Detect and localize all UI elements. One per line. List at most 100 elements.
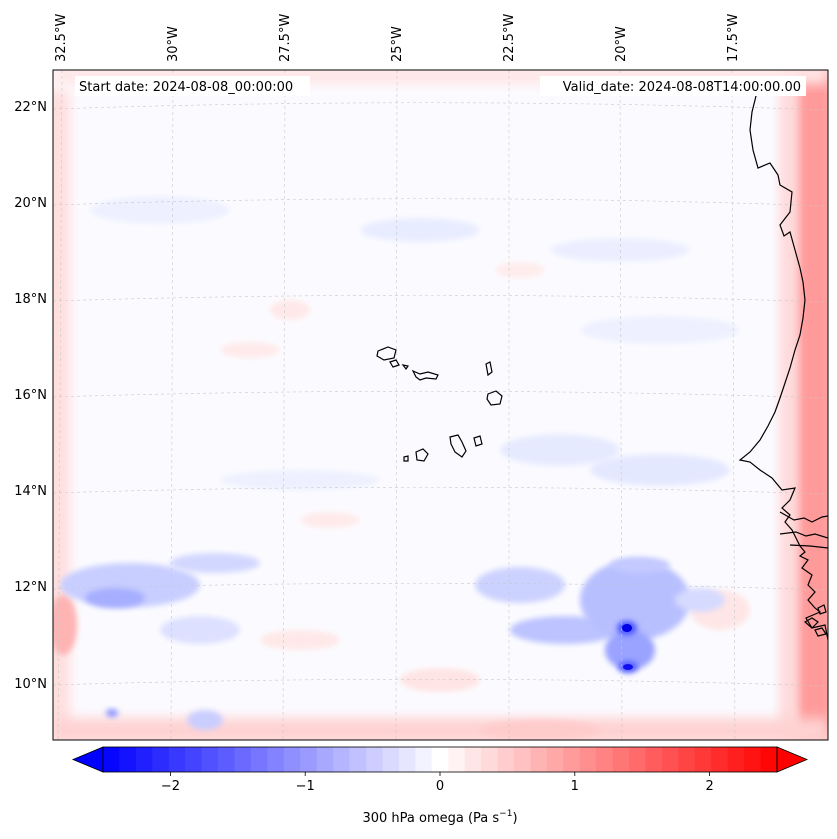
blue-patch	[500, 434, 620, 466]
start-date-box	[75, 76, 310, 96]
gridline-lat	[53, 390, 828, 399]
pink-patch	[300, 512, 360, 528]
convective-band	[187, 710, 223, 730]
lat-label: 18°N	[14, 292, 47, 307]
convective-band	[580, 560, 690, 640]
island-sao-vicente	[389, 359, 400, 368]
start-date-label: Start date: 2024-08-08_00:00:00	[79, 80, 293, 95]
lat-label: 22°N	[14, 100, 47, 115]
colorbar-extend-high	[776, 746, 809, 773]
blue-patch	[580, 316, 740, 344]
colorbar-segment	[497, 747, 515, 772]
colorbar-segment	[448, 747, 466, 772]
gridline-lon	[57, 70, 63, 740]
colorbar-segment	[711, 747, 729, 772]
colorbar-label: 300 hPa omega (Pa s−1)	[362, 809, 517, 826]
colorbar-segment	[645, 747, 663, 772]
colorbar-segment	[185, 747, 203, 772]
gridline-lat	[53, 486, 828, 495]
colorbar-tick-label: 1	[571, 779, 579, 794]
gridline-lat	[53, 102, 828, 111]
colorbar-segment	[744, 747, 762, 772]
convective-band	[475, 567, 565, 603]
convective-band	[610, 557, 670, 573]
colorbar-segment	[727, 747, 745, 772]
lon-label: 30°W	[166, 26, 181, 62]
colorbar: −2 −1 0 1 2 300 hPa omega (Pa s−1)	[71, 746, 809, 826]
lat-labels: 22°N 20°N 18°N 16°N 14°N 12°N 10°N	[14, 100, 47, 692]
map-frame	[52, 69, 829, 741]
island-sal	[485, 361, 493, 377]
colorbar-segment	[382, 747, 400, 772]
island-santa-luzia	[401, 364, 409, 371]
edge-band-bottom	[53, 718, 828, 740]
colorbar-segment	[760, 747, 778, 772]
colorbar-segment	[201, 747, 219, 772]
lon-label: 17.5°W	[726, 14, 741, 62]
header-annotations: Start date: 2024-08-08_00:00:00 Valid_da…	[75, 76, 806, 96]
africa-coast-detail	[789, 544, 828, 549]
gridline-lon	[282, 70, 286, 740]
lon-label: 25°W	[390, 26, 405, 62]
pink-patch	[495, 262, 545, 278]
colorbar-tick-label: 0	[436, 779, 444, 794]
island-santo-antao	[376, 346, 397, 361]
blue-patch	[220, 470, 380, 490]
map-background	[53, 70, 828, 740]
colorbar-segment	[333, 747, 351, 772]
pink-patch	[480, 720, 600, 740]
lon-labels: 32.5°W 30°W 27.5°W 25°W 22.5°W 20°W 17.5…	[54, 14, 741, 62]
colorbar-label-end: )	[512, 811, 517, 826]
edge-band-right	[795, 70, 828, 740]
convective-core	[623, 664, 633, 670]
colorbar-segment	[612, 747, 630, 772]
colorbar-segment	[168, 747, 186, 772]
convective-band	[675, 588, 725, 612]
gridline-lat	[53, 678, 828, 687]
africa-coast-detail	[779, 511, 828, 523]
lon-label: 22.5°W	[502, 14, 517, 62]
colorbar-segment	[250, 747, 268, 772]
valid-date-label: Valid_date: 2024-08-08T14:00:00.00	[563, 80, 801, 95]
lon-label: 27.5°W	[278, 14, 293, 62]
edge-band-right-inner	[780, 70, 795, 740]
colorbar-segment	[267, 747, 285, 772]
colorbar-segment	[596, 747, 614, 772]
colorbar-extend-low	[71, 746, 104, 773]
island-brava	[403, 455, 409, 462]
colorbar-segment	[678, 747, 696, 772]
island-santiago	[449, 434, 467, 458]
map-panel: Start date: 2024-08-08_00:00:00 Valid_da…	[52, 69, 829, 741]
blue-patch	[360, 218, 480, 242]
colorbar-segment	[366, 747, 384, 772]
colorbar-label-exponent: −1	[499, 809, 512, 819]
convective-band	[605, 630, 655, 670]
colorbar-segment	[530, 747, 548, 772]
colorbar-segment	[398, 747, 416, 772]
blue-patch	[550, 238, 690, 262]
island-maio	[473, 435, 483, 447]
colorbar-segment	[103, 747, 121, 772]
gridline-lon	[619, 70, 623, 740]
island-bijagos	[814, 627, 827, 637]
convective-band	[106, 709, 118, 717]
blue-patch	[590, 454, 730, 486]
gridline-lon	[395, 70, 398, 740]
convective-band	[160, 616, 240, 644]
gridline-lon	[170, 70, 174, 740]
island-bijagos	[803, 617, 819, 629]
colorbar-segment	[300, 747, 318, 772]
colorbar-segment	[135, 747, 153, 772]
colorbar-segments	[103, 747, 778, 772]
convective-core	[622, 624, 632, 632]
colorbar-segment	[513, 747, 532, 772]
blue-patch	[90, 196, 230, 224]
island-sao-nicolau	[411, 369, 439, 381]
africa-coast-detail	[779, 531, 828, 539]
colorbar-segment	[349, 747, 367, 772]
coastlines	[376, 91, 828, 641]
colorbar-segment	[629, 747, 647, 772]
colorbar-segment	[661, 747, 679, 772]
lat-label: 12°N	[14, 580, 47, 595]
